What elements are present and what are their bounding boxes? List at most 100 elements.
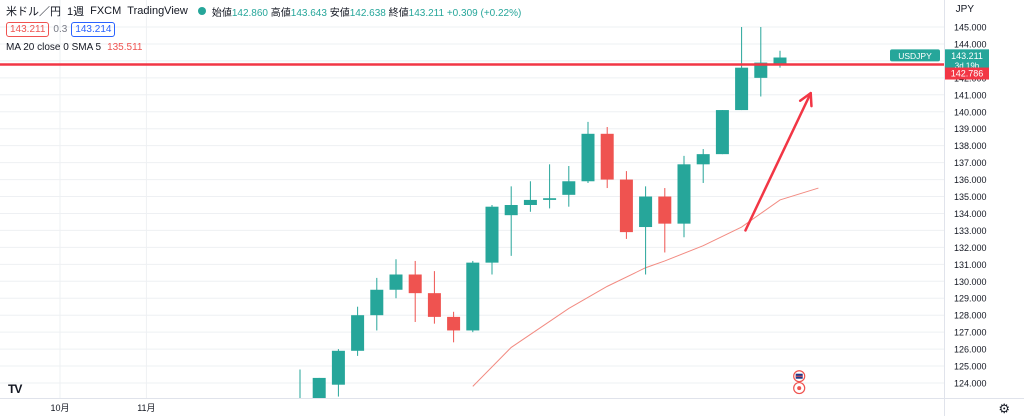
- candle-body: [485, 206, 499, 263]
- change-value: +0.309 (+0.22%): [446, 7, 522, 19]
- candle: [677, 155, 691, 238]
- trend-arrow-head: [798, 91, 813, 108]
- candle: [408, 260, 422, 322]
- y-tick-label: 132.000: [954, 243, 987, 253]
- candle-body: [773, 57, 787, 65]
- close-value: 143.211: [408, 7, 445, 19]
- candle: [696, 149, 710, 183]
- trend-arrow-line: [744, 91, 812, 232]
- symbol-price-tag: USDJPY: [890, 49, 940, 62]
- spread-value: 0.3: [53, 23, 68, 35]
- candle: [370, 277, 384, 331]
- candle-body: [466, 262, 480, 331]
- currency-label[interactable]: JPY: [955, 4, 974, 15]
- sell-button[interactable]: 143.211: [6, 21, 50, 37]
- y-tick-label: 126.000: [954, 345, 987, 355]
- y-tick-label: 130.000: [954, 277, 987, 287]
- y-tick-label: 145.000: [954, 23, 987, 33]
- y-tick-label: 124.000: [954, 379, 987, 389]
- candle-body: [581, 133, 595, 182]
- candle-body: [715, 110, 729, 155]
- candle-body: [389, 274, 403, 290]
- y-tick-label: 138.000: [954, 141, 987, 151]
- line-price-label: 142.786: [951, 69, 984, 79]
- open-value: 142.860: [231, 7, 268, 19]
- y-tick-label: 128.000: [954, 311, 987, 321]
- y-tick-label: 137.000: [954, 158, 987, 168]
- buy-button[interactable]: 143.214: [71, 21, 116, 37]
- interval-label[interactable]: 1週: [67, 6, 85, 18]
- low-label: 安値: [329, 7, 350, 19]
- x-tick-label: 11月: [137, 403, 155, 413]
- candle-body: [523, 199, 537, 205]
- last-price-label: 143.211: [951, 51, 983, 61]
- y-tick-label: 127.000: [954, 328, 987, 338]
- candle: [715, 110, 729, 155]
- y-tick-label: 140.000: [954, 107, 987, 117]
- y-tick-label: 125.000: [954, 362, 987, 372]
- candle-body: [447, 316, 461, 331]
- candle-body: [294, 410, 307, 413]
- candle-body: [562, 181, 576, 195]
- y-tick-label: 136.000: [954, 175, 987, 185]
- ma-indicator-value: 135.511: [107, 41, 143, 53]
- low-value: 142.638: [349, 7, 386, 19]
- candle: [600, 127, 614, 189]
- candle: [351, 306, 365, 356]
- candle: [543, 164, 557, 209]
- symbol-name[interactable]: 米ドル／円: [6, 6, 61, 18]
- open-label: 始値: [211, 7, 232, 19]
- y-tick-label: 134.000: [954, 209, 987, 219]
- y-tick-label: 133.000: [954, 226, 987, 236]
- candle: [658, 188, 672, 253]
- candle-body: [427, 293, 441, 317]
- candle-body: [351, 315, 365, 351]
- tradingview-logo-icon[interactable]: TV: [8, 382, 22, 396]
- y-tick-label: 141.000: [954, 90, 987, 100]
- candle: [504, 186, 518, 256]
- candle-body: [370, 289, 384, 316]
- ma-line: [472, 187, 819, 387]
- candle: [754, 27, 768, 97]
- candle: [447, 311, 461, 343]
- candle-body: [735, 67, 749, 111]
- y-tick-label: 131.000: [954, 260, 987, 270]
- line-price-tag: 142.786: [945, 67, 989, 80]
- symbol-tag-label: USDJPY: [898, 51, 932, 61]
- exchange-label: FXCM: [90, 5, 122, 17]
- candle: [735, 27, 749, 111]
- candle-body: [754, 62, 768, 78]
- event-marker-icon[interactable]: [793, 381, 806, 395]
- market-status-icon: [197, 7, 206, 15]
- candle: [523, 181, 537, 212]
- candle: [562, 166, 576, 207]
- source-label: TradingView: [127, 5, 188, 17]
- candle: [331, 349, 345, 397]
- candle: [485, 205, 499, 275]
- y-tick-label: 129.000: [954, 294, 987, 304]
- ohlc-values: 始値142.860 高値143.643 安値142.638 終値143.211 …: [212, 4, 522, 19]
- high-label: 高値: [270, 7, 291, 19]
- settings-gear-icon[interactable]: ⚙: [998, 401, 1010, 416]
- candle-body: [658, 196, 672, 224]
- candle-body: [312, 377, 326, 398]
- y-tick-label: 139.000: [954, 124, 987, 134]
- countdown-label: 3d 19h: [955, 61, 979, 70]
- candle: [389, 259, 403, 299]
- high-value: 143.643: [290, 7, 327, 19]
- candle: [639, 186, 653, 275]
- plot-area: [294, 27, 819, 413]
- candle-body: [504, 205, 518, 216]
- candle: [466, 260, 480, 333]
- candle-body: [331, 350, 345, 385]
- ma-indicator-label[interactable]: MA 20 close 0 SMA 5: [6, 41, 102, 53]
- y-tick-label: 144.000: [954, 39, 987, 49]
- candle: [581, 121, 595, 183]
- candle-body: [600, 133, 614, 180]
- chart-legend: 米ドル／円 1週 FXCM TradingView 始値142.860 高値14…: [6, 4, 521, 54]
- candle-body: [408, 274, 422, 294]
- us-flag-icon[interactable]: [793, 370, 806, 383]
- candle-body: [696, 154, 710, 165]
